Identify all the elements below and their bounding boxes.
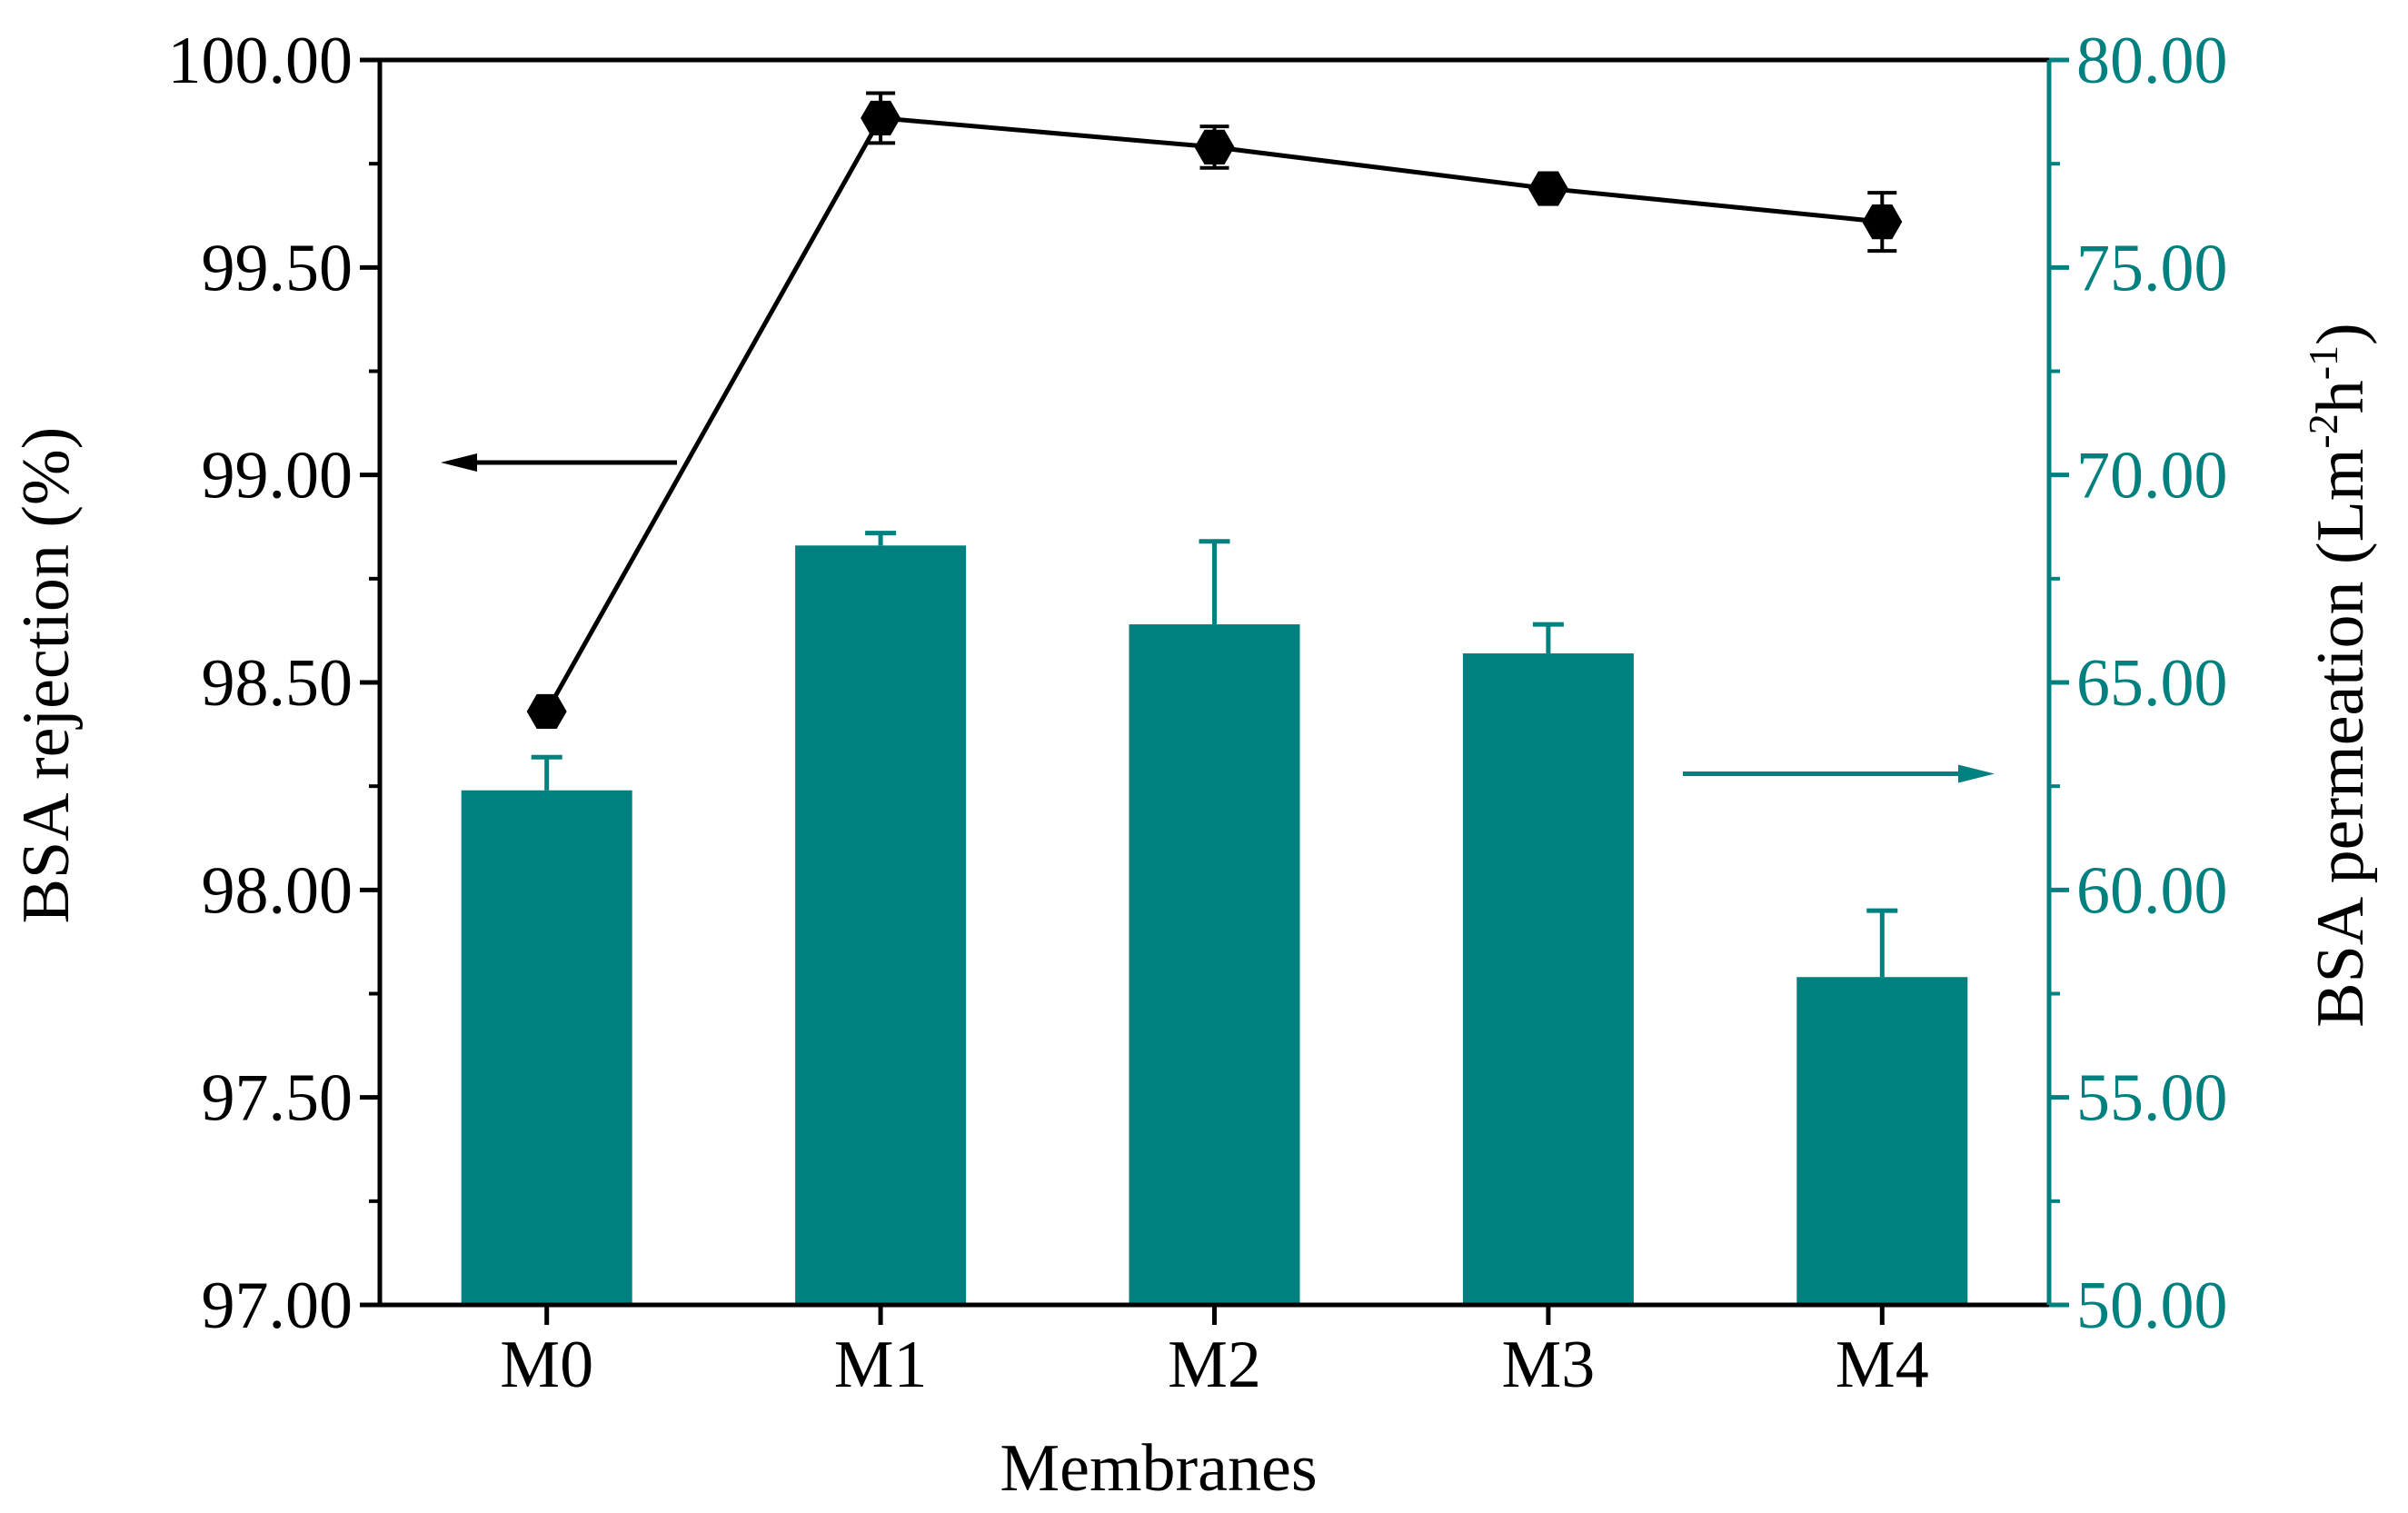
right-tick-label: 80.00	[2076, 24, 2228, 98]
right-axis-title-sup1: -2	[2300, 413, 2346, 448]
axes-layer	[360, 57, 2069, 1325]
x-tick-label: M1	[834, 1328, 928, 1402]
right-axis-arrow-head	[1958, 764, 1995, 783]
left-tick-label: 98.00	[202, 853, 353, 928]
point-M0	[526, 693, 567, 729]
right-axis-title: BSA permeation (Lm-2h-1)	[2300, 323, 2378, 1027]
right-axis-title-end: )	[2304, 323, 2378, 345]
right-tick-label: 65.00	[2076, 646, 2228, 721]
left-tick-label: 98.50	[202, 646, 353, 721]
bar-M1	[795, 545, 967, 1305]
bar-M2	[1129, 624, 1300, 1305]
right-axis-title-sup2: -1	[2300, 345, 2346, 380]
right-tick-label: 70.00	[2076, 439, 2228, 513]
point-M3	[1527, 171, 1568, 206]
bars-layer	[461, 531, 1968, 1305]
x-tick-label: M0	[500, 1328, 593, 1402]
right-tick-label: 50.00	[2076, 1269, 2228, 1343]
labels-layer: 97.00 97.50 98.00 98.50 99.00 99.50 100.00 50.0…	[168, 24, 2228, 1402]
point-M1	[861, 100, 901, 135]
left-tick-label: 100.00	[168, 24, 353, 98]
x-tick-label: M3	[1501, 1328, 1595, 1402]
left-tick-label: 97.00	[202, 1269, 353, 1343]
line-layer	[526, 91, 1903, 729]
left-axis-arrow-head	[441, 453, 477, 472]
bar-M3	[1462, 653, 1634, 1305]
left-tick-label: 97.50	[202, 1061, 353, 1136]
right-axis-title-mid: h	[2304, 380, 2378, 413]
right-tick-label: 75.00	[2076, 231, 2228, 305]
left-axis-title: BSA rejection (%)	[9, 427, 84, 924]
left-tick-label: 99.00	[202, 439, 353, 513]
x-tick-label: M2	[1168, 1328, 1261, 1402]
bar-M0	[461, 790, 632, 1305]
right-axis-title-main: BSA permeation (Lm	[2304, 449, 2378, 1028]
left-tick-label: 99.50	[202, 231, 353, 305]
x-tick-label: M4	[1836, 1328, 1929, 1402]
x-axis-title: Membranes	[1000, 1431, 1317, 1506]
point-M4	[1862, 204, 1903, 240]
bar-M4	[1796, 977, 1968, 1305]
right-tick-label: 60.00	[2076, 853, 2228, 928]
right-tick-label: 55.00	[2076, 1061, 2228, 1136]
point-M2	[1194, 129, 1235, 164]
